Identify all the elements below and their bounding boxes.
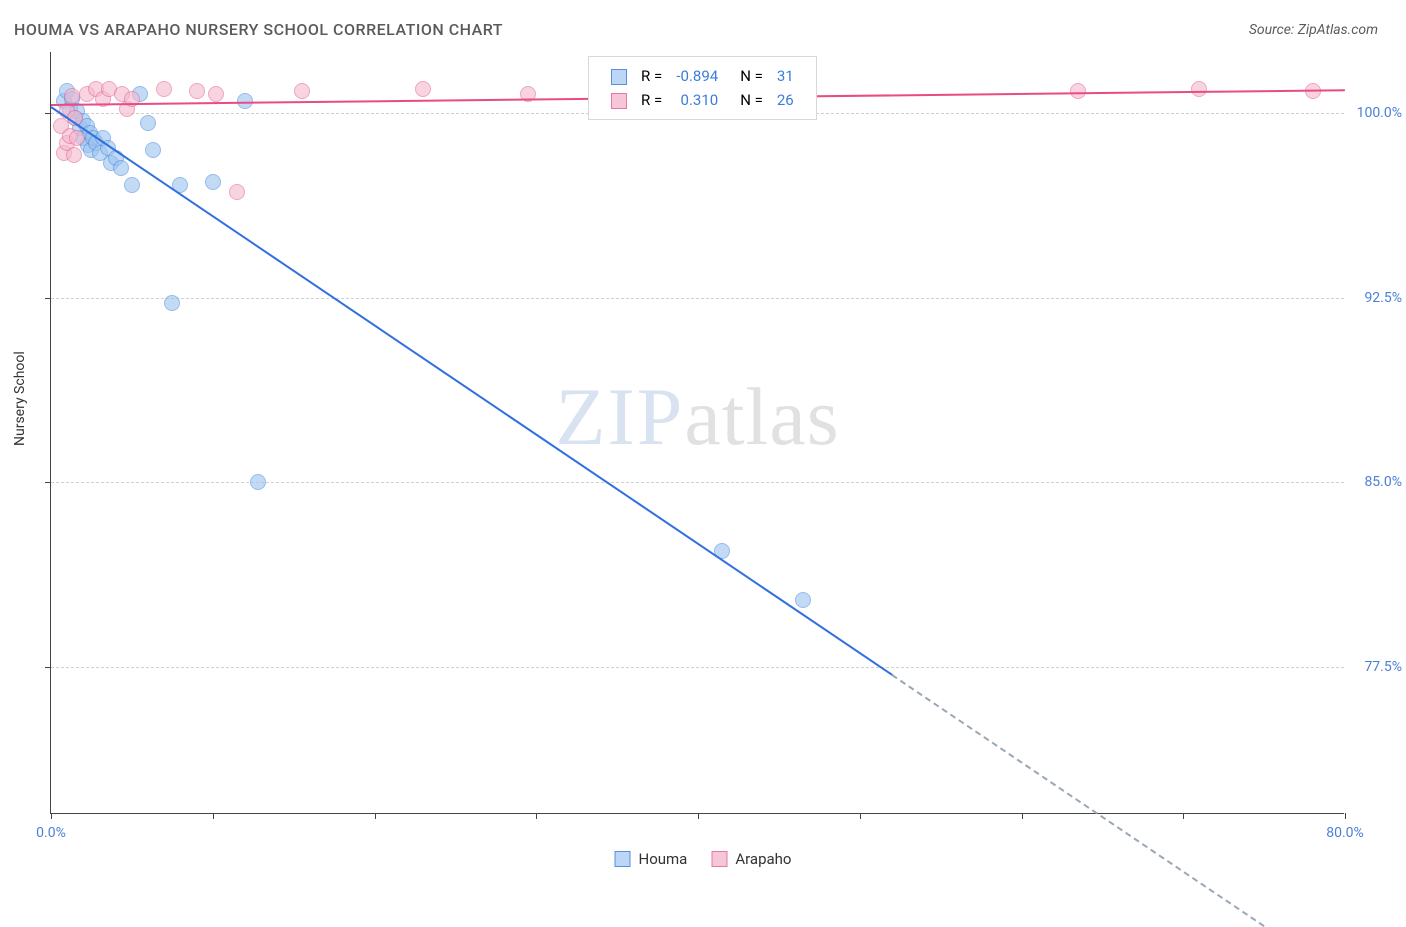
data-point	[208, 86, 224, 102]
r-label: R =	[635, 65, 668, 87]
y-tick-label: 85.0%	[1364, 474, 1402, 490]
x-tick	[51, 813, 52, 819]
watermark: ZIPatlas	[555, 370, 839, 464]
data-point	[164, 295, 180, 311]
n-label: N =	[726, 65, 769, 87]
x-tick	[1022, 813, 1023, 819]
data-point	[113, 160, 129, 176]
data-point	[66, 147, 82, 163]
data-point	[145, 142, 161, 158]
regression-extension	[892, 674, 1265, 927]
stats-legend: R =-0.894N =31 R =0.310N =26	[588, 56, 817, 120]
data-point	[250, 474, 266, 490]
x-tick	[1183, 813, 1184, 819]
legend-swatch	[611, 69, 627, 85]
x-tick	[536, 813, 537, 819]
y-tick	[45, 667, 51, 668]
data-point	[64, 88, 80, 104]
y-tick	[45, 482, 51, 483]
watermark-zip: ZIP	[555, 371, 684, 462]
regression-line	[50, 106, 892, 675]
source-label: Source: ZipAtlas.com	[1249, 22, 1378, 38]
data-point	[415, 81, 431, 97]
gridline	[51, 298, 1344, 299]
r-value: -0.894	[670, 65, 724, 87]
data-point	[69, 130, 85, 146]
x-tick	[860, 813, 861, 819]
legend-item: Houma	[615, 850, 688, 868]
data-point	[294, 83, 310, 99]
bottom-legend: Houma Arapaho	[615, 850, 792, 868]
data-point	[795, 592, 811, 608]
x-tick	[375, 813, 376, 819]
x-tick	[213, 813, 214, 819]
data-point	[189, 83, 205, 99]
legend-label: Houma	[639, 850, 688, 868]
data-point	[229, 184, 245, 200]
data-point	[156, 81, 172, 97]
y-tick	[45, 298, 51, 299]
n-value: 26	[771, 89, 800, 111]
r-label: R =	[635, 89, 668, 111]
n-label: N =	[726, 89, 769, 111]
legend-label: Arapaho	[735, 850, 791, 868]
data-point	[124, 177, 140, 193]
legend-item: Arapaho	[711, 850, 791, 868]
y-tick-label: 77.5%	[1364, 659, 1402, 675]
x-tick-label: 80.0%	[1326, 825, 1364, 841]
x-tick	[698, 813, 699, 819]
legend-swatch	[711, 851, 727, 867]
legend-swatch	[615, 851, 631, 867]
watermark-atlas: atlas	[684, 371, 839, 462]
correlation-chart: HOUMA VS ARAPAHO NURSERY SCHOOL CORRELAT…	[0, 0, 1406, 892]
plot-area: ZIPatlas 77.5%85.0%92.5%100.0%0.0%80.0%R…	[50, 52, 1344, 814]
x-tick-label: 0.0%	[36, 825, 66, 841]
data-point	[205, 174, 221, 190]
n-value: 31	[771, 65, 800, 87]
y-tick	[45, 113, 51, 114]
gridline	[51, 667, 1344, 668]
y-tick-label: 100.0%	[1357, 105, 1402, 121]
legend-swatch	[611, 93, 627, 109]
chart-title: HOUMA VS ARAPAHO NURSERY SCHOOL CORRELAT…	[14, 20, 503, 39]
data-point	[1191, 81, 1207, 97]
y-tick-label: 92.5%	[1364, 290, 1402, 306]
y-axis-title: Nursery School	[12, 351, 28, 446]
gridline	[51, 482, 1344, 483]
r-value: 0.310	[670, 89, 724, 111]
data-point	[140, 115, 156, 131]
x-tick	[1345, 813, 1346, 819]
